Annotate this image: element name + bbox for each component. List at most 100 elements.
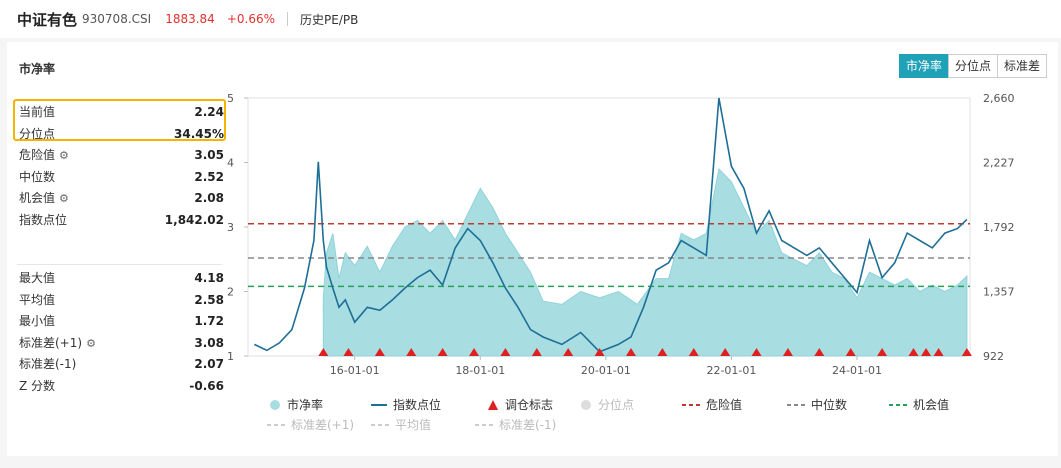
legend-index-label: 指数点位	[393, 398, 442, 412]
left-tick-label: 5	[227, 92, 234, 105]
left-tick-label: 4	[227, 157, 234, 170]
stat-label: 最小值	[19, 311, 55, 333]
x-tick-label: 18-01-01	[455, 364, 505, 377]
rebalance-marker	[437, 348, 448, 356]
stat-label-text: Z 分数	[19, 378, 56, 393]
stat-label-text: 标准差(+1)	[19, 335, 83, 350]
rebalance-marker	[318, 348, 329, 356]
stat-value: 2.08	[194, 191, 224, 205]
legend-pb[interactable]: 市净率	[269, 396, 323, 413]
current-highlight-box	[13, 99, 226, 141]
dashed-line-icon	[889, 403, 907, 406]
x-tick-label: 16-01-01	[330, 364, 380, 377]
legend-std-minus[interactable]: 标准差(-1)	[475, 416, 556, 433]
legend-mean[interactable]: 平均值	[371, 416, 431, 433]
rebalance-marker	[500, 348, 511, 356]
rebalance-marker	[343, 348, 354, 356]
stat-label-text: 中位数	[19, 169, 56, 184]
stat-value: 4.18	[194, 271, 224, 285]
panel-title: 市净率	[19, 62, 56, 76]
stat-value: 34.45%	[174, 126, 224, 141]
legend-danger[interactable]: 危险值	[682, 396, 742, 413]
stat-value: 2.58	[194, 292, 224, 307]
valuation-panel: 市净率 市净率 分位点 标准差 当前值 2.24 分位点 34.45% 危险值 ⚙ 3.05…	[7, 42, 1058, 456]
rebalance-marker	[406, 348, 417, 356]
rebalance-marker	[814, 348, 825, 356]
rebalance-marker	[720, 348, 731, 356]
stat-row: 最大值 4.18	[17, 268, 224, 290]
stat-label-text: 分位点	[19, 126, 56, 141]
stats-divider	[17, 264, 222, 265]
left-tick-label: 1	[227, 350, 234, 363]
stat-label-text: 当前值	[19, 105, 56, 119]
left-tick-label: 2	[227, 286, 234, 299]
stat-label-text: 指数点位	[19, 212, 68, 227]
legend-percentile-label: 分位点	[598, 398, 635, 412]
stat-label-text: 最小值	[19, 314, 56, 328]
triangle-icon	[488, 399, 498, 410]
rebalance-marker	[961, 348, 972, 356]
stat-row: 分位点 34.45%	[17, 124, 224, 146]
stats-list: 当前值 2.24 分位点 34.45% 危险值 ⚙ 3.05 中位数 2.52 机会值 ⚙ 2.08 指…	[13, 99, 226, 232]
rebalance-marker	[688, 348, 699, 356]
legend-opportunity-label: 机会值	[913, 398, 950, 412]
gear-icon[interactable]: ⚙	[86, 336, 96, 350]
legend-rebalance[interactable]: 调仓标志	[487, 396, 553, 413]
legend-index[interactable]: 指数点位	[371, 396, 441, 413]
rebalance-marker	[625, 348, 636, 356]
header-bar: 中证有色 930708.CSI 1883.84 +0.66% 历史PE/PB	[0, 0, 1061, 38]
history-pe-pb-link[interactable]: 历史PE/PB	[300, 12, 359, 27]
left-tick-label: 3	[227, 221, 234, 234]
stat-label-text: 标准差(-1)	[19, 357, 77, 371]
x-tick-label: 22-01-01	[706, 364, 756, 377]
legend-median-label: 中位数	[811, 398, 848, 412]
rebalance-marker	[933, 348, 944, 356]
stat-label: 平均值	[19, 290, 55, 312]
legend-std-minus-label: 标准差(-1)	[499, 418, 557, 432]
legend-median[interactable]: 中位数	[787, 396, 847, 413]
stat-row: 危险值 ⚙ 3.05	[17, 145, 224, 167]
stat-row: 标准差(-1) 2.07	[17, 354, 224, 376]
stat-row: 平均值 2.58	[17, 290, 224, 312]
rebalance-marker	[908, 348, 919, 356]
line-icon	[371, 403, 387, 406]
legend-mean-label: 平均值	[395, 418, 432, 432]
right-tick-label: 2,660	[983, 92, 1015, 105]
right-tick-label: 1,357	[983, 285, 1015, 298]
legend-percentile[interactable]: 分位点	[580, 396, 634, 413]
stat-label: 标准差(-1)	[19, 354, 76, 376]
index-change: +0.66%	[226, 12, 275, 26]
gear-icon[interactable]: ⚙	[59, 192, 69, 205]
stat-label: Z 分数	[19, 376, 55, 398]
stat-row: 最小值 1.72	[17, 311, 224, 333]
stat-row: 指数点位 1,842.02	[17, 210, 224, 232]
stat-label: 当前值	[19, 102, 55, 124]
rebalance-marker	[469, 348, 480, 356]
legend-std-plus[interactable]: 标准差(+1)	[267, 416, 354, 433]
stat-label: 机会值 ⚙	[19, 188, 69, 210]
stat-row: 标准差(+1) ⚙ 3.08	[17, 333, 224, 355]
dashed-line-icon	[682, 403, 700, 406]
legend-pb-label: 市净率	[287, 398, 324, 412]
index-price: 1883.84	[165, 12, 215, 26]
rebalance-marker	[921, 348, 932, 356]
stat-row: Z 分数 -0.66	[17, 376, 224, 398]
legend-opportunity[interactable]: 机会值	[889, 396, 949, 413]
rebalance-marker	[657, 348, 668, 356]
dashed-line-icon	[787, 403, 805, 406]
x-tick-label: 24-01-01	[832, 364, 882, 377]
legend-rebalance-label: 调仓标志	[505, 398, 554, 412]
stat-label-text: 危险值	[19, 148, 56, 162]
rebalance-marker	[374, 348, 385, 356]
legend-std-plus-label: 标准差(+1)	[291, 418, 355, 432]
stat-value: 1,842.02	[164, 212, 224, 227]
stat-row: 中位数 2.52	[17, 167, 224, 189]
stat-label: 中位数	[19, 167, 55, 189]
rebalance-marker	[877, 348, 888, 356]
gear-icon[interactable]: ⚙	[59, 149, 69, 162]
tab-stddev[interactable]: 标准差	[996, 54, 1047, 78]
right-tick-label: 2,227	[983, 156, 1015, 169]
rebalance-marker	[845, 348, 856, 356]
metric-tabs: 市净率 分位点 标准差	[898, 54, 1047, 78]
stat-value: 3.08	[194, 335, 224, 350]
